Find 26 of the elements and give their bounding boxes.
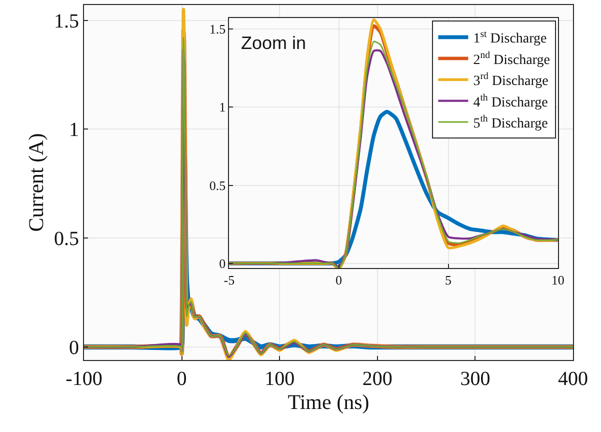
x-tick-label: 10	[551, 272, 564, 288]
legend-label: 4$^{th}$ Discharge	[473, 92, 548, 110]
x-tick-label: 0	[176, 368, 187, 390]
y-tick-label: 0	[219, 256, 226, 271]
x-tick-label: 0	[336, 272, 342, 288]
legend-label: 5$^{th}$ Discharge	[473, 114, 548, 132]
y-tick-label: 1.5	[54, 10, 79, 32]
y-tick-label: 1	[69, 119, 79, 142]
legend-label: 3$^{rd}$ Discharge	[473, 71, 548, 90]
y-tick-label: 0.5	[54, 228, 79, 250]
x-tick-label: 300	[460, 368, 490, 390]
x-tick-label: 5	[445, 272, 452, 288]
y-axis-title: Current (A)	[24, 133, 48, 232]
y-tick-label: 0	[69, 336, 79, 359]
x-axis-title: Time (ns)	[288, 390, 370, 414]
x-tick-label: -5	[224, 272, 235, 288]
legend-label: 1$^{st}$ Discharge	[473, 28, 547, 47]
x-tick-label: -100	[66, 368, 102, 390]
y-tick-label: 1	[219, 100, 226, 115]
legend-label: 2$^{nd}$ Discharge	[473, 50, 550, 68]
y-tick-label: 0.5	[209, 178, 226, 193]
x-tick-label: 100	[264, 368, 295, 390]
x-tick-label: 400	[558, 368, 588, 390]
x-tick-label: 200	[362, 368, 392, 390]
y-tick-label: 1.5	[209, 22, 226, 37]
annotation: Zoom in	[241, 33, 306, 53]
